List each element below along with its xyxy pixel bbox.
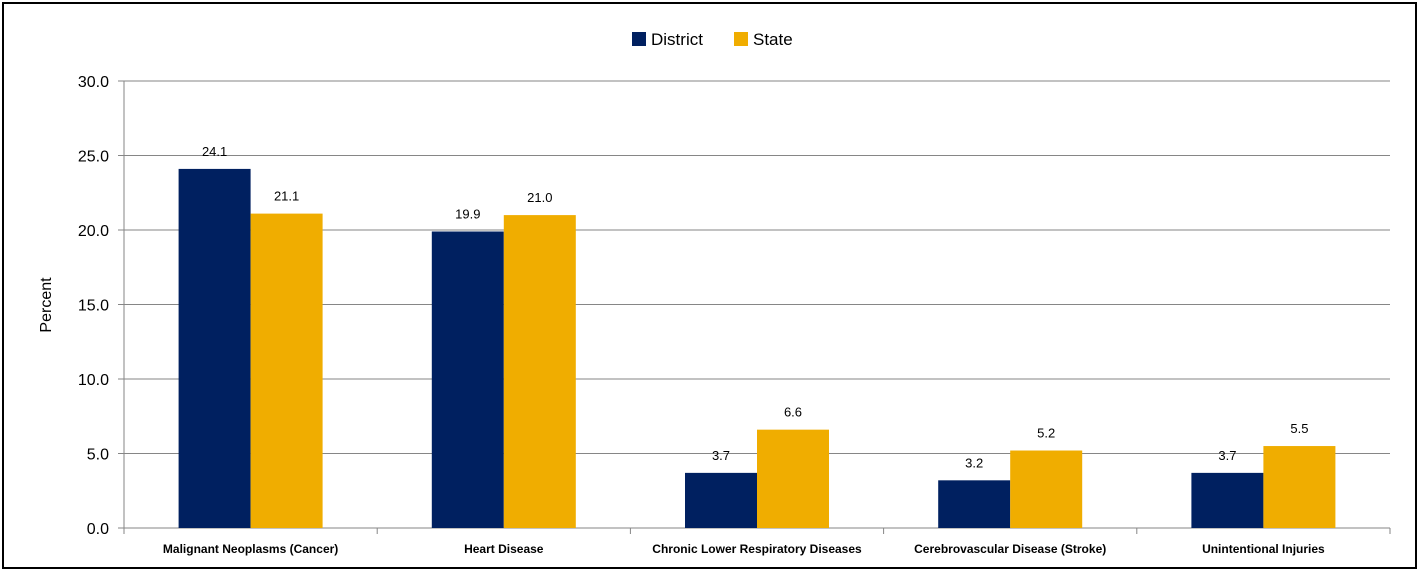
y-tick-label: 25.0	[78, 149, 109, 166]
gridlines	[124, 80, 1390, 454]
x-category-label: Chronic Lower Respiratory Diseases	[652, 542, 862, 556]
data-label-state: 6.6	[784, 405, 802, 420]
y-tick-label: 0.0	[87, 521, 109, 538]
data-label-state: 5.2	[1037, 426, 1055, 441]
legend-swatch-state	[734, 32, 748, 46]
legend-label-district: District	[651, 30, 703, 49]
y-tick-label: 15.0	[78, 298, 109, 315]
x-category-label: Unintentional Injuries	[1202, 542, 1325, 556]
data-label-state: 21.1	[274, 189, 299, 204]
bar-district	[178, 168, 251, 528]
y-axis-title: Percent	[38, 277, 55, 333]
data-label-district: 19.9	[455, 206, 480, 221]
bar-state	[757, 429, 829, 528]
bar-state	[503, 215, 576, 528]
bar-state	[1263, 446, 1336, 528]
x-category-label: Malignant Neoplasms (Cancer)	[163, 542, 338, 556]
data-label-district: 3.7	[712, 448, 730, 463]
bar-state	[1010, 450, 1083, 528]
y-tick-label: 20.0	[78, 223, 109, 240]
legend-label-state: State	[753, 30, 793, 49]
x-category-label: Heart Disease	[464, 542, 544, 556]
bars	[178, 168, 1336, 529]
x-category-label: Cerebrovascular Disease (Stroke)	[914, 542, 1106, 556]
data-label-district: 3.7	[1218, 448, 1236, 463]
bar-state	[250, 213, 323, 529]
legend-swatch-district	[632, 32, 646, 46]
legend: District State	[632, 30, 793, 49]
data-label-state: 5.5	[1290, 421, 1308, 436]
y-tick-label: 30.0	[78, 74, 109, 91]
y-tick-label: 10.0	[78, 372, 109, 389]
bar-district	[431, 231, 504, 529]
bar-district	[1191, 472, 1264, 528]
bar-district	[685, 472, 757, 528]
data-labels: 24.1 21.1 19.9 21.0 3.7 6.6 3.2 5.2 3.7 5.5	[202, 144, 1308, 470]
data-label-district: 24.1	[202, 144, 227, 159]
data-label-state: 21.0	[527, 190, 552, 205]
y-tick-label: 5.0	[87, 447, 109, 464]
bar-district	[938, 480, 1011, 528]
data-label-district: 3.2	[965, 455, 983, 470]
